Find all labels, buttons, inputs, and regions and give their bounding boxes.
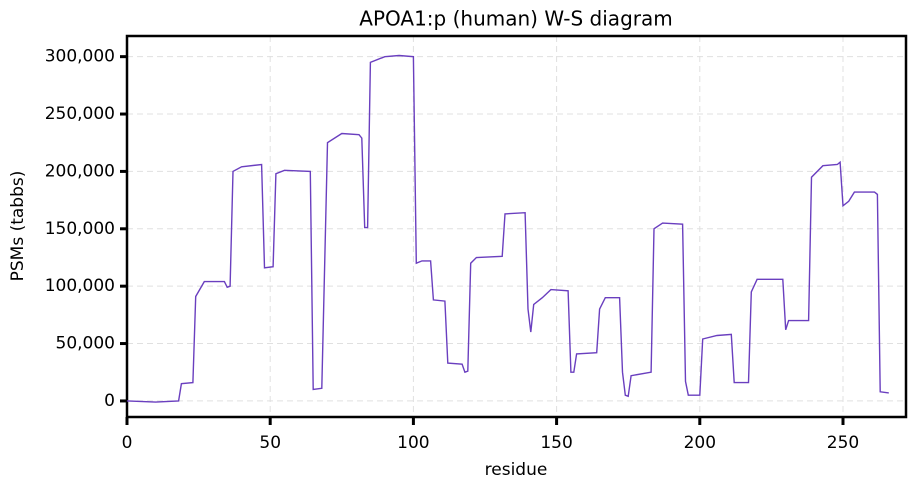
y-tick-label: 200,000	[45, 161, 115, 181]
y-tick-label: 250,000	[45, 104, 115, 124]
y-tick-label: 50,000	[56, 334, 115, 354]
y-axis-label: PSMs (tabbs)	[8, 171, 28, 282]
x-axis-label: residue	[485, 460, 548, 480]
y-tick-label: 0	[104, 391, 115, 411]
chart-title: APOA1:p (human) W-S diagram	[359, 7, 672, 31]
x-tick-label: 250	[827, 433, 859, 453]
x-tick-label: 200	[684, 433, 716, 453]
y-tick-label: 150,000	[45, 219, 115, 239]
x-tick-label: 50	[259, 433, 281, 453]
x-tick-label: 150	[540, 433, 572, 453]
x-tick-label: 100	[397, 433, 429, 453]
y-tick-label: 300,000	[45, 47, 115, 67]
plot-frame	[125, 34, 908, 419]
data-line	[126, 54, 889, 403]
x-tick-label: 0	[122, 433, 133, 453]
y-tick-label: 100,000	[45, 276, 115, 296]
